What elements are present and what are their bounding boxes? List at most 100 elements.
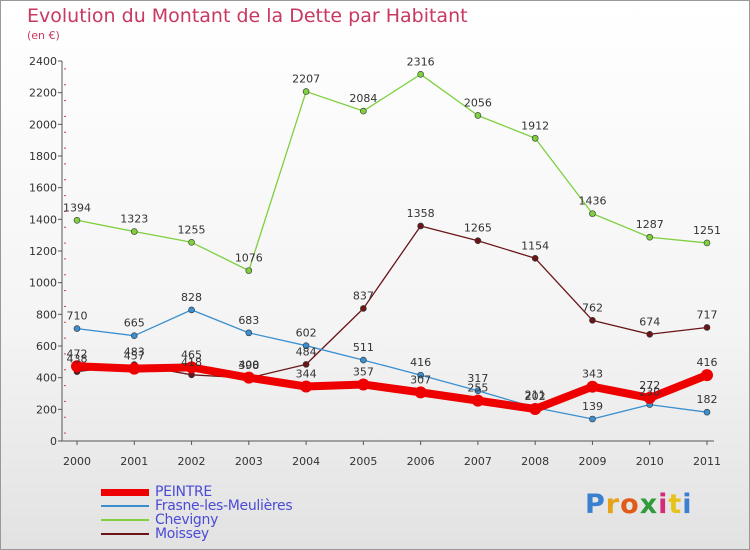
chart-title: Evolution du Montant de la Dette par Hab…	[27, 5, 468, 27]
data-point	[701, 369, 713, 382]
data-label: 2056	[464, 96, 492, 109]
data-label: 484	[296, 345, 317, 358]
y-tick-label: 1400	[29, 213, 57, 226]
data-label: 416	[410, 356, 431, 369]
x-tick-label: 2002	[178, 455, 206, 468]
data-point	[417, 222, 424, 230]
data-label: 1154	[521, 239, 549, 252]
data-point	[703, 239, 711, 247]
data-point	[302, 361, 310, 368]
data-label: 307	[410, 373, 431, 386]
legend-item-frasne: Frasne-les-Meulières	[101, 498, 293, 514]
data-point	[474, 387, 482, 395]
data-label: 511	[353, 341, 374, 354]
x-tick-label: 2010	[636, 455, 664, 468]
data-label: 710	[67, 310, 88, 323]
logo-letter: i	[658, 489, 669, 520]
legend-swatch-frasne	[101, 505, 149, 507]
data-point	[531, 254, 539, 262]
legend-label-frasne: Frasne-les-Meulières	[155, 498, 293, 514]
data-point	[589, 317, 596, 324]
y-tick-label: 200	[36, 403, 57, 416]
x-tick-label: 2008	[521, 455, 549, 468]
data-label: 674	[639, 315, 660, 328]
data-label: 139	[582, 400, 603, 413]
y-tick-label: 2000	[29, 118, 57, 131]
data-label: 2316	[407, 55, 435, 68]
y-tick-label: 1000	[29, 277, 57, 290]
data-point	[414, 386, 427, 399]
data-label: 683	[238, 314, 259, 327]
data-label: 483	[124, 346, 145, 359]
data-label: 1323	[120, 213, 148, 226]
data-label: 400	[238, 359, 259, 372]
y-tick-label: 1200	[29, 245, 57, 258]
data-point	[646, 233, 654, 241]
data-label: 398	[238, 359, 259, 372]
data-label: 416	[697, 356, 718, 369]
y-tick-label: 1600	[29, 182, 57, 195]
data-point	[703, 408, 711, 416]
data-label: 343	[582, 368, 603, 381]
data-point	[360, 305, 367, 312]
data-label: 717	[697, 308, 718, 321]
data-point	[417, 371, 424, 379]
data-label: 182	[697, 393, 718, 406]
data-label: 457	[124, 350, 145, 363]
data-point	[73, 216, 81, 224]
proxiti-logo: Proxiti	[585, 489, 693, 520]
data-label: 1265	[464, 222, 492, 235]
data-label: 665	[124, 317, 145, 330]
data-label: 472	[67, 347, 88, 360]
data-label: 418	[181, 356, 202, 369]
data-label: 828	[181, 291, 202, 304]
data-point	[589, 415, 596, 423]
y-tick-label: 800	[36, 308, 57, 321]
data-label: 1912	[521, 119, 549, 132]
data-label: 1394	[63, 201, 91, 214]
data-label: 344	[296, 368, 317, 381]
x-tick-label: 2004	[292, 455, 320, 468]
data-point	[643, 391, 656, 404]
data-point	[589, 210, 596, 217]
y-tick-label: 0	[50, 435, 57, 448]
data-label: 1251	[693, 224, 721, 237]
series-line-0	[73, 362, 711, 414]
series-line-3	[76, 225, 708, 379]
data-label: 465	[181, 348, 202, 361]
data-point	[474, 112, 482, 119]
data-label: 837	[353, 289, 374, 302]
y-tick-label: 2200	[29, 87, 57, 100]
data-label: 2084	[349, 92, 377, 105]
data-point	[646, 330, 654, 338]
logo-letter: x	[639, 489, 659, 520]
logo-letter: P	[585, 489, 606, 520]
data-point	[71, 360, 83, 373]
data-point	[529, 403, 542, 416]
data-label: 202	[525, 390, 546, 403]
y-tick-label: 600	[36, 340, 57, 353]
data-label: 1287	[636, 218, 664, 231]
data-label: 272	[639, 379, 660, 392]
x-tick-label: 2000	[63, 455, 91, 468]
logo-letter: o	[620, 489, 640, 520]
data-label: 1076	[235, 252, 263, 265]
data-point	[302, 88, 310, 95]
data-point	[531, 134, 539, 142]
data-label: 1358	[407, 207, 435, 220]
data-label: 317	[467, 372, 488, 385]
data-point	[357, 378, 370, 391]
legend-label-chevigny: Chevigny	[155, 512, 219, 528]
data-point	[188, 306, 195, 314]
data-point	[703, 324, 711, 331]
data-label: 255	[467, 382, 488, 395]
data-label: 762	[582, 301, 603, 314]
data-point	[360, 356, 367, 364]
series-line-2	[76, 73, 708, 272]
data-point	[300, 380, 313, 393]
logo-letter: r	[605, 489, 621, 520]
legend: PEINTRE Frasne-les-Meulières Chevigny Mo…	[101, 484, 293, 542]
data-point	[130, 332, 138, 340]
data-label: 2207	[292, 73, 320, 86]
data-point	[128, 362, 141, 375]
